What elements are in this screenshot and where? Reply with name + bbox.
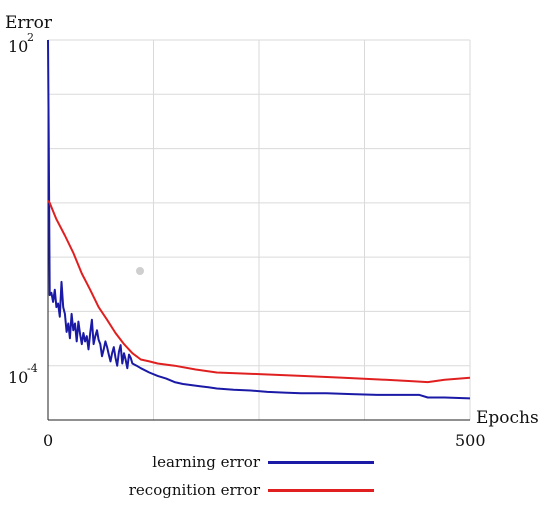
x-tick-label-0: 0: [43, 431, 53, 450]
legend-swatch-recognition-error: [268, 488, 374, 492]
x-tick-label-500: 500: [455, 431, 486, 450]
grid: [48, 39, 471, 421]
legend-label-recognition-error: recognition error: [128, 481, 260, 499]
y-tick-label-bottom: 10 -4: [8, 362, 38, 387]
y-tick-label-top-base: 10: [8, 37, 28, 56]
y-tick-label-top: 10 2: [8, 31, 34, 56]
y-tick-label-bottom-exp: -4: [27, 362, 38, 375]
legend-label-learning-error: learning error: [152, 453, 260, 471]
y-tick-label-top-exp: 2: [27, 31, 34, 44]
legend-item-learning-error: learning error: [90, 448, 410, 476]
stray-marker-dot: [136, 267, 144, 275]
y-tick-label-bottom-base: 10: [8, 368, 28, 387]
legend-swatch-learning-error: [268, 460, 374, 464]
legend-item-recognition-error: recognition error: [90, 476, 410, 504]
y-axis-label: Error: [5, 13, 53, 33]
x-axis-label: Epochs: [476, 408, 539, 428]
legend: learning error recognition error: [90, 448, 410, 504]
axes: Error Epochs 0 500 10 2 10 -4: [5, 13, 539, 450]
series-line-recognition-error: [47, 200, 471, 384]
series-line-learning-error: [47, 39, 471, 400]
series: [47, 39, 471, 400]
